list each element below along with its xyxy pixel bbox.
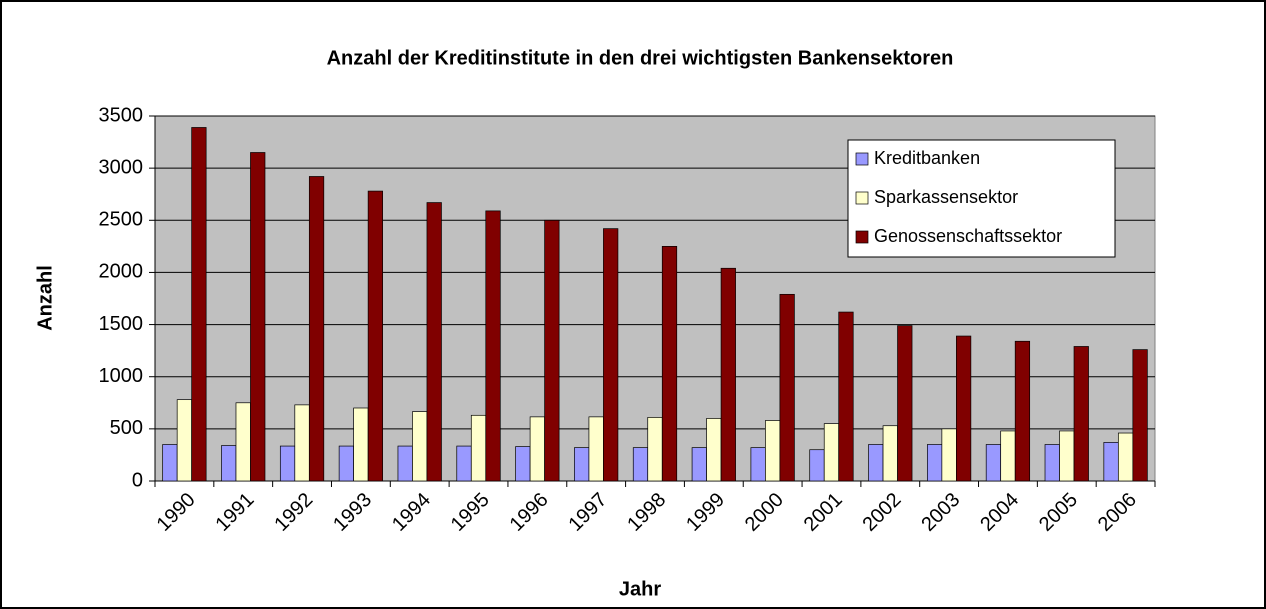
- chart-title: Anzahl der Kreditinstitute in den drei w…: [327, 47, 954, 69]
- legend-label: Kreditbanken: [874, 148, 980, 168]
- y-tick-label: 500: [110, 417, 143, 439]
- bar: [927, 444, 943, 482]
- bar: [397, 445, 413, 482]
- bar: [456, 445, 472, 482]
- bar: [162, 444, 178, 482]
- bar: [1014, 340, 1031, 482]
- y-tick-label: 1500: [99, 313, 144, 335]
- bar: [1132, 349, 1148, 482]
- bar: [412, 411, 428, 482]
- bar: [544, 219, 560, 482]
- bar: [941, 428, 957, 482]
- bar: [1000, 430, 1016, 482]
- bar: [691, 447, 707, 482]
- y-axis-title: Anzahl: [34, 265, 56, 331]
- y-tick-label: 2500: [99, 209, 144, 231]
- x-axis-title: Jahr: [619, 578, 661, 600]
- bar: [367, 190, 383, 482]
- bar: [1073, 346, 1089, 482]
- bar: [279, 445, 296, 482]
- bar: [823, 423, 840, 482]
- y-tick-label: 1000: [99, 365, 144, 387]
- bar: [470, 414, 487, 482]
- bar: [632, 447, 649, 482]
- bar: [750, 447, 766, 482]
- bar: [603, 228, 619, 482]
- bar: [574, 447, 590, 482]
- bar: [720, 267, 736, 482]
- bar: [176, 399, 193, 482]
- bar: [515, 446, 531, 482]
- bar: [529, 416, 545, 482]
- bar: [1059, 430, 1075, 482]
- bar: [956, 335, 972, 482]
- bar: [294, 404, 310, 482]
- legend-swatch: [855, 152, 869, 166]
- bar: [985, 444, 1002, 482]
- bar: [1103, 442, 1119, 482]
- legend-label: Genossenschaftssektor: [874, 226, 1062, 246]
- bar: [868, 444, 884, 482]
- bar: [809, 449, 825, 482]
- legend-swatch: [855, 191, 869, 205]
- bar: [647, 417, 663, 482]
- y-tick-label: 3500: [99, 104, 144, 126]
- bar: [235, 402, 251, 482]
- bar: [1117, 432, 1134, 482]
- bar: [779, 293, 795, 482]
- bar: [308, 176, 325, 482]
- bar: [765, 420, 781, 482]
- legend: [847, 139, 1116, 258]
- bar: [191, 127, 207, 482]
- bar: [897, 325, 913, 482]
- bar: [838, 311, 854, 482]
- bar: [250, 152, 266, 482]
- bar: [882, 425, 898, 482]
- bar: [221, 445, 237, 482]
- bar: [1044, 444, 1060, 482]
- bar: [426, 202, 442, 482]
- legend-label: Sparkassensektor: [874, 187, 1018, 207]
- bar: [338, 445, 354, 482]
- legend-swatch: [855, 230, 869, 244]
- y-tick-label: 2000: [99, 261, 144, 283]
- bar: [588, 416, 604, 482]
- y-tick-label: 3000: [99, 156, 144, 178]
- bar: [661, 246, 678, 482]
- y-tick-label: 0: [132, 469, 143, 491]
- bar: [706, 418, 722, 482]
- bar: [353, 407, 369, 482]
- bar: [485, 210, 501, 482]
